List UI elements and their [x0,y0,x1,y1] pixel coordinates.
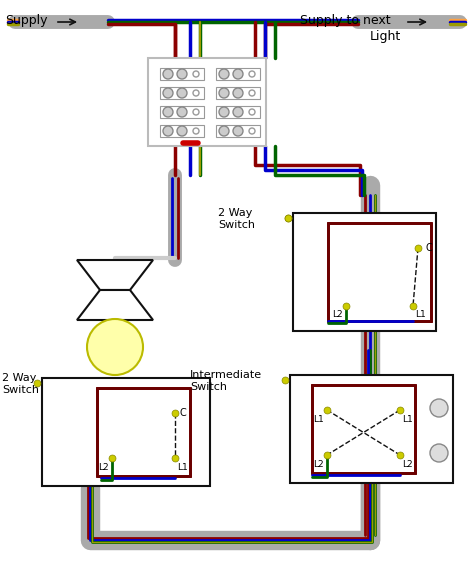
Circle shape [219,126,229,136]
Bar [290,375,453,483]
Circle shape [163,88,173,98]
Bar [160,106,204,118]
Circle shape [177,107,187,117]
Text: L2: L2 [402,460,413,469]
Text: L2: L2 [98,463,109,472]
Bar [216,87,260,99]
Circle shape [193,128,199,134]
Circle shape [233,126,243,136]
Circle shape [177,126,187,136]
Text: 2 Way
Switch: 2 Way Switch [2,373,39,394]
Text: L1: L1 [415,310,426,319]
Circle shape [177,69,187,79]
Text: Intermediate
Switch: Intermediate Switch [190,370,262,392]
Circle shape [219,107,229,117]
Bar [312,385,415,473]
Circle shape [233,69,243,79]
Bar [160,125,204,137]
Circle shape [177,88,187,98]
Circle shape [249,128,255,134]
Circle shape [163,126,173,136]
Bar [328,223,431,321]
Bar [216,106,260,118]
Bar [160,87,204,99]
Text: C: C [426,243,433,253]
Circle shape [163,69,173,79]
Circle shape [219,69,229,79]
Text: 2 Way
Switch: 2 Way Switch [218,208,255,229]
Circle shape [193,90,199,96]
Circle shape [249,71,255,77]
Circle shape [193,71,199,77]
Text: Supply to next: Supply to next [300,14,391,27]
Circle shape [249,90,255,96]
Text: Light: Light [370,30,401,43]
Text: L1: L1 [177,463,188,472]
Bar [293,213,436,331]
Bar [97,388,190,476]
Circle shape [430,399,448,417]
Text: L2: L2 [313,460,324,469]
Circle shape [430,444,448,462]
Text: Supply: Supply [5,14,47,27]
Bar [42,378,210,486]
Bar [216,125,260,137]
Circle shape [87,319,143,375]
Text: L1: L1 [313,415,324,424]
Circle shape [233,88,243,98]
Bar [160,68,204,80]
Bar [216,68,260,80]
Circle shape [249,109,255,115]
Circle shape [219,88,229,98]
Text: L1: L1 [402,415,413,424]
Polygon shape [77,290,153,320]
Circle shape [193,109,199,115]
Polygon shape [77,260,153,290]
Bar [148,58,266,146]
Circle shape [163,107,173,117]
Text: C: C [180,408,187,418]
Text: L2: L2 [332,310,343,319]
Circle shape [233,107,243,117]
